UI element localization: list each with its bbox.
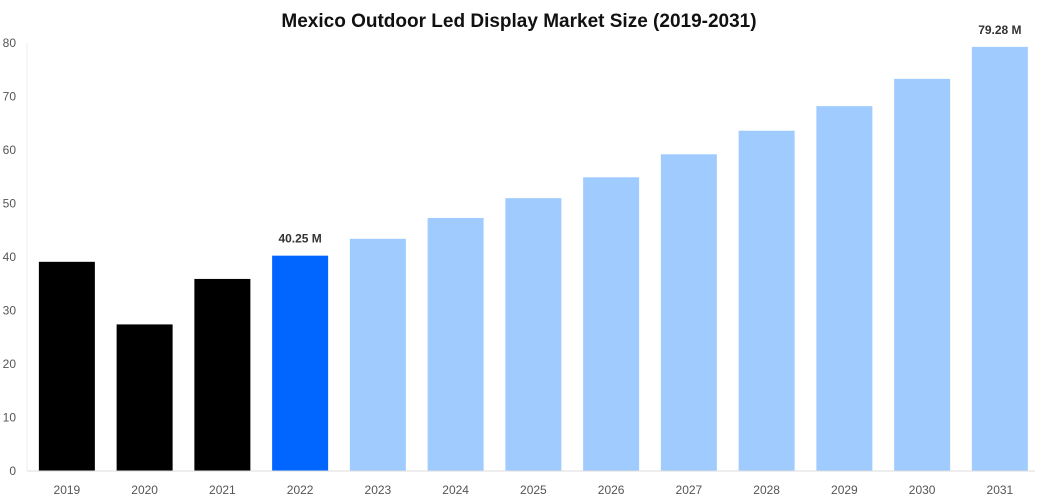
bar-2020 [116, 324, 173, 471]
x-tick-label: 2026 [598, 483, 625, 497]
bar-2025 [505, 198, 562, 471]
y-axis: 0 10 20 30 40 50 60 70 80 [3, 36, 17, 478]
x-tick-label: 2030 [909, 483, 936, 497]
x-tick-label: 2020 [131, 483, 158, 497]
x-tick-label: 2028 [753, 483, 780, 497]
x-tick-label: 2029 [831, 483, 858, 497]
y-tick-label: 20 [3, 357, 17, 371]
bar-2019 [38, 261, 95, 471]
x-tick-label: 2022 [287, 483, 314, 497]
x-tick-label: 2019 [54, 483, 81, 497]
y-tick-label: 0 [9, 464, 16, 478]
y-tick-label: 10 [3, 411, 17, 425]
bar-2030 [894, 78, 951, 471]
data-label-2022: 40.25 M [278, 232, 321, 246]
bar-2027 [660, 154, 717, 471]
y-tick-label: 40 [3, 250, 17, 264]
x-tick-label: 2025 [520, 483, 547, 497]
bar-2024 [427, 217, 484, 471]
bar-2028 [738, 130, 795, 472]
y-tick-label: 70 [3, 90, 17, 104]
x-tick-label: 2031 [987, 483, 1014, 497]
y-tick-label: 30 [3, 304, 17, 318]
y-tick-label: 50 [3, 197, 17, 211]
x-tick-label: 2021 [209, 483, 236, 497]
data-label-2031: 79.28 M [978, 23, 1021, 37]
x-tick-label: 2024 [442, 483, 469, 497]
bars: 40.25 M 79.28 M [38, 23, 1028, 472]
bar-2023 [349, 238, 406, 471]
y-tick-label: 80 [3, 36, 17, 50]
bar-2029 [816, 106, 873, 471]
chart-title: Mexico Outdoor Led Display Market Size (… [281, 11, 756, 32]
y-tick-label: 60 [3, 143, 17, 157]
x-tick-label: 2023 [365, 483, 392, 497]
bar-2026 [583, 177, 640, 471]
x-axis: 2019 2020 2021 2022 2023 2024 2025 2026 2027 2028… [54, 483, 1014, 497]
bar-2031 [971, 46, 1028, 472]
bar-2021 [194, 278, 251, 471]
bar-2022 [272, 255, 329, 471]
x-tick-label: 2027 [676, 483, 703, 497]
